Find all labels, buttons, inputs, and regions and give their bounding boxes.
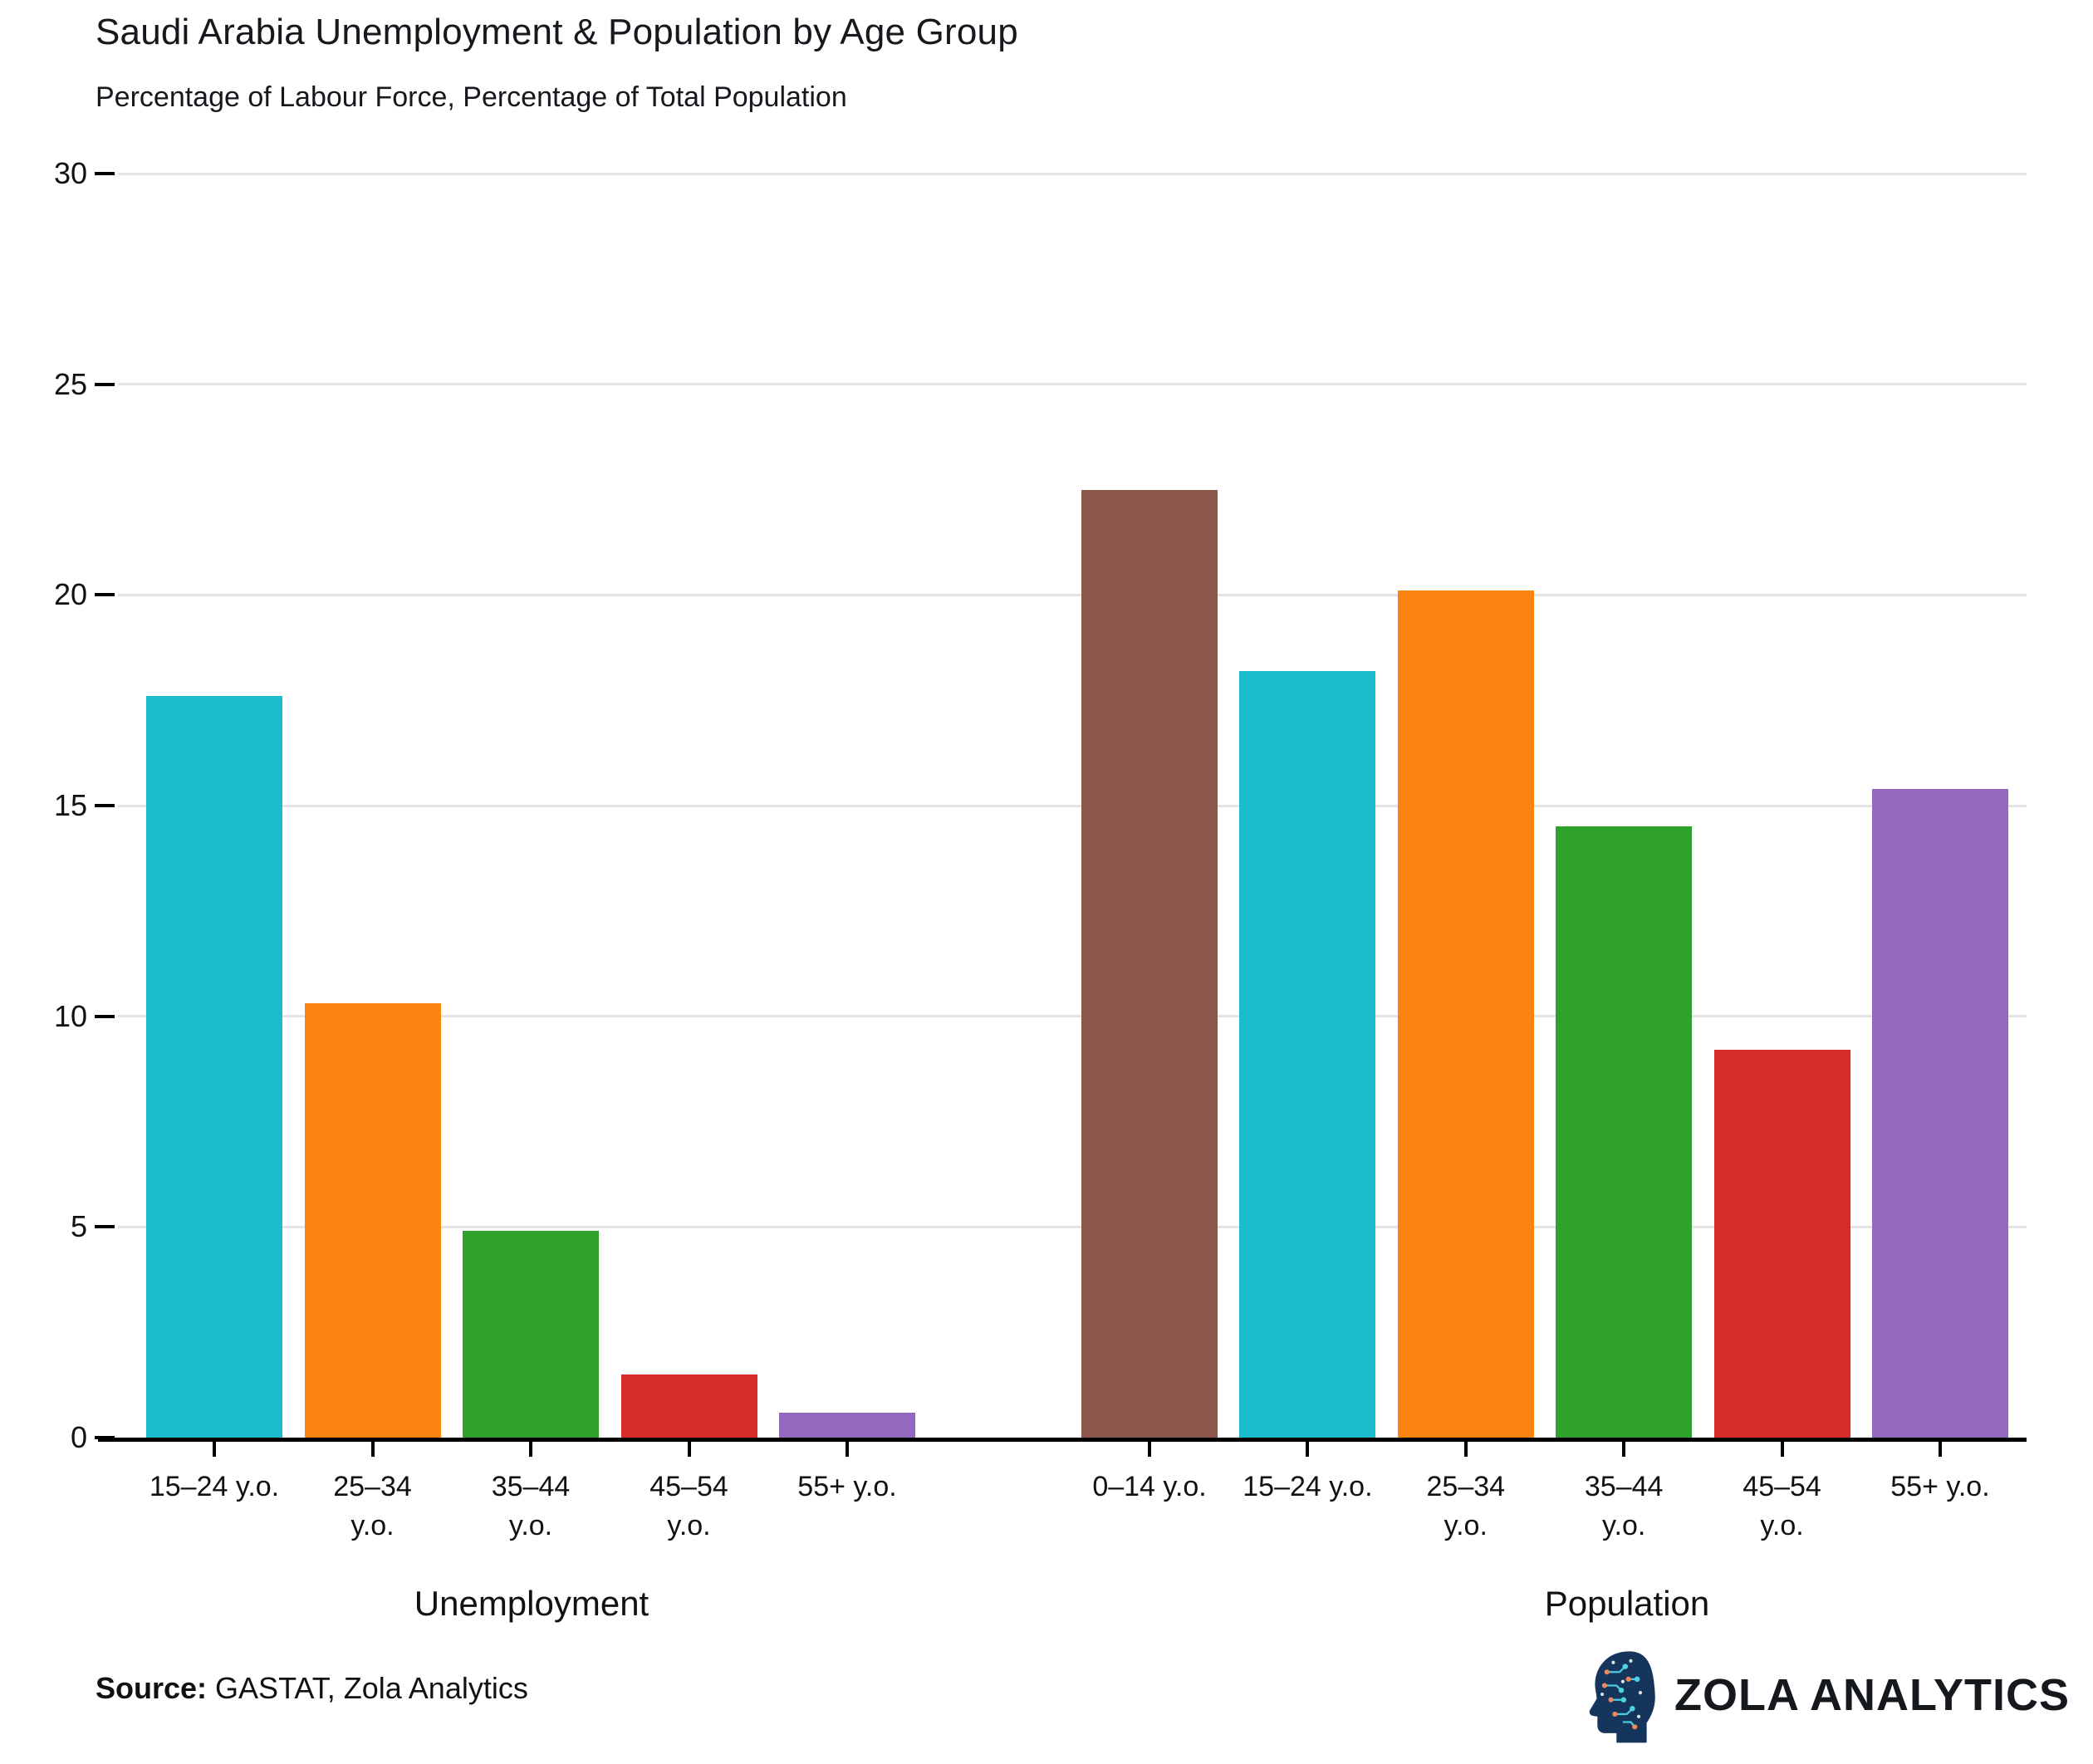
bar-item-unemployment-3: 35–44 y.o. (463, 174, 599, 1541)
x-tick-mark (1780, 1442, 1784, 1457)
bar-group-unemployment: 15–24 y.o. 25–34 y.o. 35–44 y.o. 45–54 y.o. 55+… (146, 174, 915, 1541)
source-note: Source: GASTAT, Zola Analytics (96, 1671, 528, 1706)
bar-unemployment-15–24y.o. (146, 696, 282, 1438)
y-tick-mark (95, 593, 115, 597)
x-tick-mark (846, 1442, 849, 1457)
category-label: 25–34 y.o. (1426, 1471, 1506, 1541)
y-tick-label: 20 (53, 577, 87, 612)
gridline-5 (118, 1225, 2027, 1228)
y-tick-label: 0 (70, 1420, 87, 1454)
category-label: 55+ y.o. (1890, 1471, 1990, 1502)
bar-population-15–24y.o. (1239, 670, 1376, 1438)
bar-population-0–14y.o. (1081, 489, 1218, 1438)
bar-population-25–34y.o. (1397, 590, 1534, 1438)
x-tick-mark (370, 1442, 375, 1457)
bar-population-45–54y.o. (1713, 1050, 1850, 1438)
source-label: Source: (96, 1671, 208, 1705)
y-tick-mark (95, 1225, 115, 1229)
y-tick-mark (95, 1014, 115, 1018)
category-label: 45–54 y.o. (1743, 1471, 1821, 1541)
x-tick-mark (687, 1442, 691, 1457)
y-tick-label: 15 (53, 788, 87, 822)
gridline-25 (118, 383, 2027, 386)
bar-item-unemployment-1: 15–24 y.o. (146, 174, 282, 1502)
group-title-unemployment: Unemployment (414, 1584, 649, 1623)
category-label: 35–44 y.o. (491, 1471, 571, 1541)
bar-unemployment-55+y.o. (779, 1412, 915, 1438)
bar-unemployment-45–54y.o. (620, 1374, 757, 1438)
y-tick-25: 25 (0, 366, 115, 403)
category-label: 35–44 y.o. (1584, 1471, 1664, 1541)
y-tick-mark (95, 382, 115, 386)
bar-item-unemployment-5: 55+ y.o. (779, 174, 915, 1502)
zola-head-circuit-icon (1589, 1651, 1655, 1743)
y-tick-15: 15 (0, 787, 115, 824)
gridline-15 (118, 804, 2027, 807)
bar-item-population-4: 35–44 y.o. (1556, 174, 1693, 1541)
group-title-population: Population (1544, 1584, 1710, 1623)
x-tick-mark (1622, 1442, 1626, 1457)
bar-group-population: 0–14 y.o. 15–24 y.o. 25–34 y.o. 35–44 y.o. 45–… (1081, 174, 2008, 1541)
x-tick-mark (1306, 1442, 1310, 1457)
y-tick-label: 5 (70, 1209, 87, 1244)
y-tick-0: 0 (0, 1419, 115, 1456)
x-tick-mark (529, 1442, 532, 1457)
brand-logo: ZOLA ANALYTICS (1585, 1646, 2070, 1744)
bar-population-35–44y.o. (1556, 826, 1693, 1438)
chart-title: Saudi Arabia Unemployment & Population b… (96, 12, 1018, 52)
bar-unemployment-25–34y.o. (304, 1003, 441, 1438)
y-tick-mark (95, 172, 115, 175)
y-tick-20: 20 (0, 576, 115, 613)
bar-item-population-5: 45–54 y.o. (1713, 174, 1850, 1541)
y-tick-label: 10 (53, 998, 87, 1033)
gridline-30 (118, 172, 2027, 175)
category-label: 15–24 y.o. (149, 1471, 280, 1502)
gridline-20 (118, 593, 2027, 596)
bar-item-unemployment-4: 45–54 y.o. (620, 174, 757, 1541)
y-tick-label: 25 (53, 366, 87, 401)
category-label: 45–54 y.o. (649, 1471, 728, 1541)
y-tick-mark (95, 1436, 115, 1439)
bar-item-population-1: 0–14 y.o. (1081, 174, 1218, 1502)
category-label: 0–14 y.o. (1092, 1471, 1207, 1502)
category-label: 15–24 y.o. (1243, 1471, 1373, 1502)
chart-subtitle: Percentage of Labour Force, Percentage o… (96, 81, 847, 113)
y-tick-label: 30 (53, 156, 87, 190)
brand-name: ZOLA ANALYTICS (1674, 1670, 2070, 1720)
y-tick-10: 10 (0, 998, 115, 1035)
x-tick-mark (1463, 1442, 1468, 1457)
bar-item-population-3: 25–34 y.o. (1397, 174, 1534, 1541)
plot-area: 0 5 10 15 20 25 30 15–24 y.o. 25–34 y.o. 35–44 y.o.… (54, 156, 2027, 1623)
y-tick-5: 5 (0, 1208, 115, 1245)
bar-item-population-6: 55+ y.o. (1871, 174, 2008, 1502)
y-tick-mark (95, 804, 115, 807)
bar-item-population-2: 15–24 y.o. (1239, 174, 1376, 1502)
x-tick-mark (1938, 1442, 1942, 1457)
x-tick-mark (1148, 1442, 1151, 1457)
x-tick-mark (213, 1442, 216, 1457)
bar-population-55+y.o. (1871, 788, 2008, 1438)
source-text: GASTAT, Zola Analytics (215, 1671, 528, 1705)
bar-unemployment-35–44y.o. (463, 1231, 599, 1438)
y-tick-30: 30 (0, 155, 115, 192)
category-label: 55+ y.o. (797, 1471, 897, 1502)
category-label: 25–34 y.o. (333, 1471, 412, 1541)
gridline-10 (118, 1015, 2027, 1018)
bar-item-unemployment-2: 25–34 y.o. (304, 174, 441, 1541)
